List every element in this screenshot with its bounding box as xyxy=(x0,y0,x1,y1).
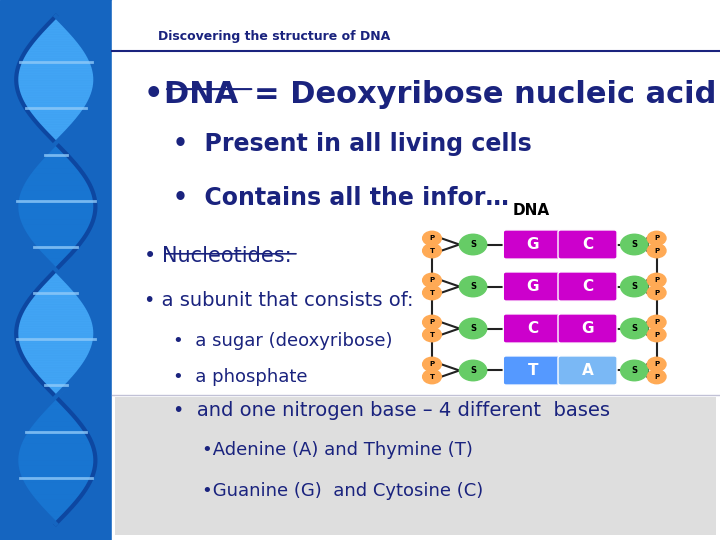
FancyBboxPatch shape xyxy=(115,397,716,535)
Circle shape xyxy=(621,234,648,255)
Circle shape xyxy=(647,273,666,287)
Circle shape xyxy=(647,286,666,300)
Text: P: P xyxy=(429,361,435,367)
Text: Nucleotides:: Nucleotides: xyxy=(162,246,292,266)
Text: C: C xyxy=(582,237,593,252)
Text: P: P xyxy=(654,235,660,241)
Circle shape xyxy=(423,286,441,300)
Text: •  a phosphate: • a phosphate xyxy=(173,368,307,386)
Text: P: P xyxy=(654,361,660,367)
Text: T: T xyxy=(430,332,434,338)
Circle shape xyxy=(423,328,441,342)
Text: S: S xyxy=(470,282,476,291)
Text: • a subunit that consists of:: • a subunit that consists of: xyxy=(144,291,413,309)
Text: G: G xyxy=(526,279,539,294)
FancyBboxPatch shape xyxy=(558,272,617,301)
Text: S: S xyxy=(470,324,476,333)
FancyBboxPatch shape xyxy=(503,314,562,343)
Text: DNA: DNA xyxy=(164,80,249,109)
Circle shape xyxy=(647,244,666,258)
Text: •: • xyxy=(144,246,156,266)
Circle shape xyxy=(423,244,441,258)
Text: S: S xyxy=(631,366,637,375)
Text: P: P xyxy=(654,278,660,284)
Circle shape xyxy=(423,357,441,372)
Text: •: • xyxy=(144,80,163,109)
Text: S: S xyxy=(631,324,637,333)
Text: •  Contains all the infor…: • Contains all the infor… xyxy=(173,186,509,210)
Bar xyxy=(112,0,720,540)
Text: S: S xyxy=(631,240,637,249)
Circle shape xyxy=(647,315,666,329)
Text: C: C xyxy=(527,321,539,336)
Text: •Guanine (G)  and Cytosine (C): •Guanine (G) and Cytosine (C) xyxy=(202,482,483,500)
Text: P: P xyxy=(429,235,435,241)
Text: •  a sugar (deoxyribose): • a sugar (deoxyribose) xyxy=(173,332,392,350)
Text: S: S xyxy=(631,282,637,291)
Text: DNA: DNA xyxy=(513,203,549,218)
FancyBboxPatch shape xyxy=(558,314,617,343)
FancyBboxPatch shape xyxy=(558,356,617,385)
FancyBboxPatch shape xyxy=(503,230,562,259)
Bar xyxy=(0,0,112,540)
Circle shape xyxy=(423,273,441,287)
Text: = Deoxyribose nucleic acid: = Deoxyribose nucleic acid xyxy=(254,80,716,109)
Circle shape xyxy=(621,318,648,339)
Circle shape xyxy=(459,360,487,381)
Text: Discovering the structure of DNA: Discovering the structure of DNA xyxy=(158,30,391,43)
Circle shape xyxy=(647,357,666,372)
Circle shape xyxy=(621,360,648,381)
Text: P: P xyxy=(654,248,660,254)
Text: G: G xyxy=(526,237,539,252)
Text: G: G xyxy=(581,321,594,336)
Text: A: A xyxy=(582,363,593,378)
Text: T: T xyxy=(430,248,434,254)
Text: P: P xyxy=(654,374,660,380)
Circle shape xyxy=(423,370,441,384)
Text: T: T xyxy=(528,363,538,378)
Circle shape xyxy=(647,231,666,245)
Circle shape xyxy=(459,318,487,339)
Circle shape xyxy=(459,234,487,255)
Text: T: T xyxy=(430,374,434,380)
Text: P: P xyxy=(429,278,435,284)
Circle shape xyxy=(621,276,648,297)
Circle shape xyxy=(647,370,666,384)
Circle shape xyxy=(423,231,441,245)
Text: •  Present in all living cells: • Present in all living cells xyxy=(173,132,531,156)
Text: S: S xyxy=(470,366,476,375)
FancyBboxPatch shape xyxy=(503,272,562,301)
Text: T: T xyxy=(430,290,434,296)
Text: P: P xyxy=(654,319,660,325)
Text: S: S xyxy=(470,240,476,249)
Circle shape xyxy=(647,328,666,342)
FancyBboxPatch shape xyxy=(503,356,562,385)
Circle shape xyxy=(423,315,441,329)
Circle shape xyxy=(459,276,487,297)
FancyBboxPatch shape xyxy=(558,230,617,259)
Text: P: P xyxy=(429,319,435,325)
Text: C: C xyxy=(582,279,593,294)
Text: P: P xyxy=(654,290,660,296)
Text: P: P xyxy=(654,332,660,338)
Text: •  and one nitrogen base – 4 different  bases: • and one nitrogen base – 4 different ba… xyxy=(173,401,610,420)
Text: •Adenine (A) and Thymine (T): •Adenine (A) and Thymine (T) xyxy=(202,441,472,459)
